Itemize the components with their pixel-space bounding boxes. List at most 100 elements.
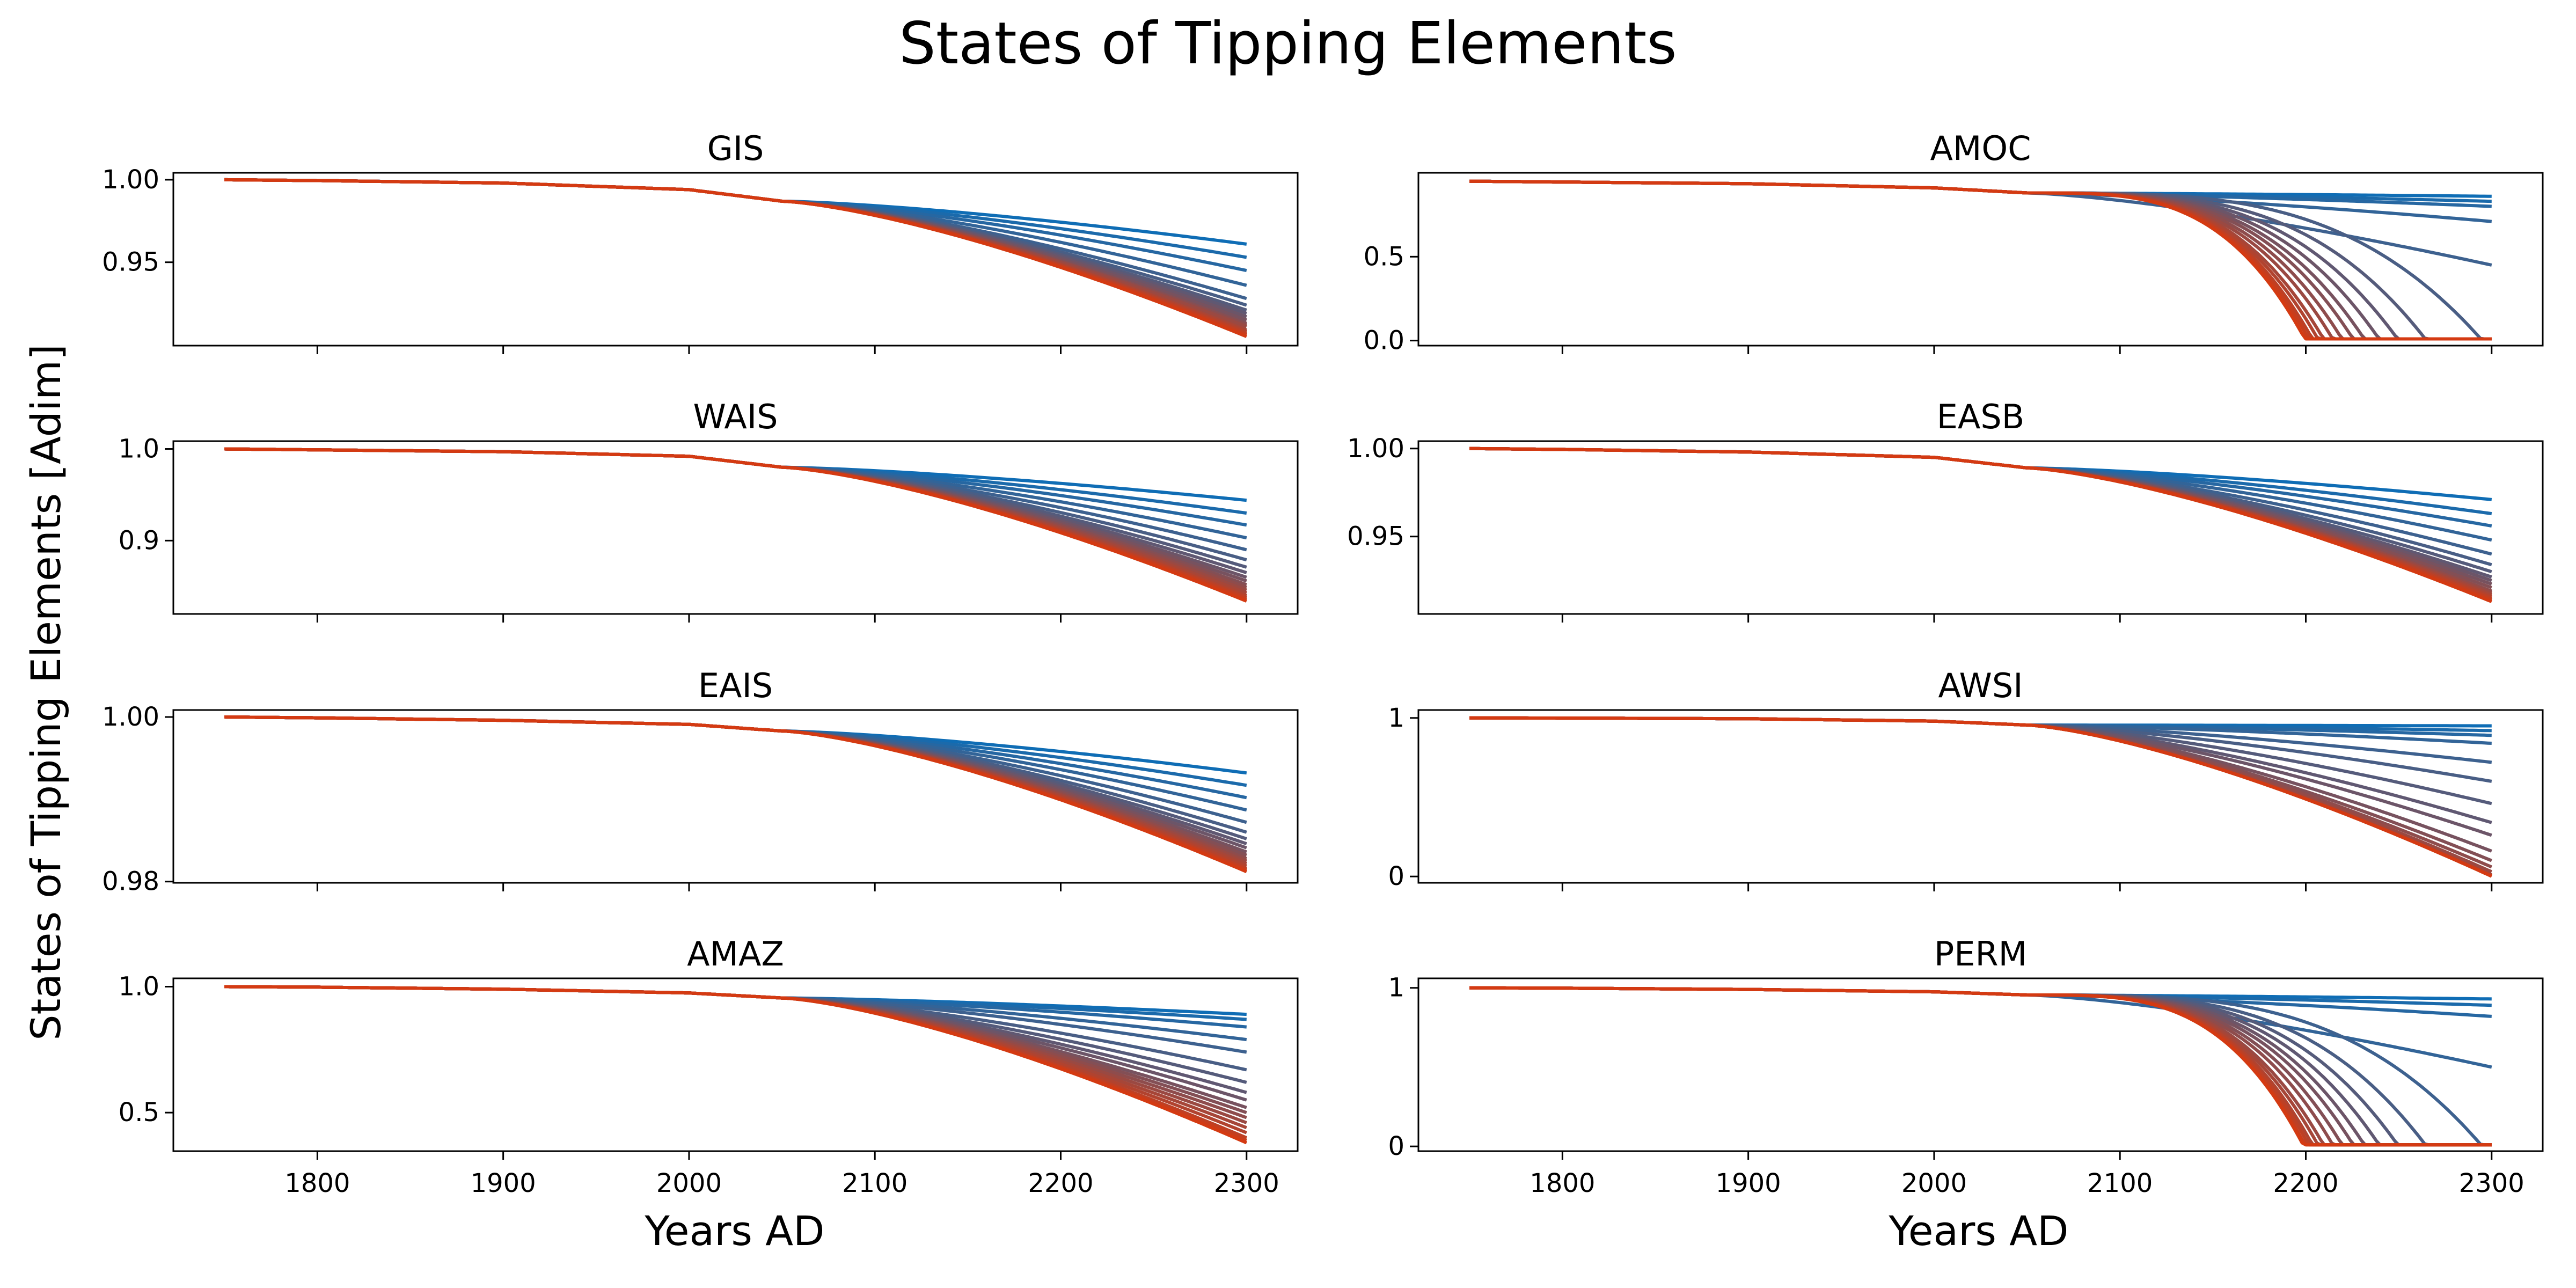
axes-frame <box>172 172 1299 347</box>
panel-eais: EAIS 1.00 0.98 <box>102 666 1299 897</box>
series-line-11 <box>224 447 1247 587</box>
series-line-11 <box>224 985 1247 1115</box>
series-line-18 <box>224 178 1247 338</box>
series-line-1 <box>1469 447 2492 501</box>
axes-frame <box>172 709 1299 884</box>
subplot-grid: GIS1.000.95AMOC0.50.0WAIS1.00.9EASB1.000… <box>102 129 2544 1198</box>
axes-frame <box>172 440 1299 615</box>
y-tick-label: 0.5 <box>119 1097 159 1128</box>
panel-wais: WAIS 1.0 0.9 <box>119 397 1299 623</box>
panel-title: GIS <box>707 129 764 168</box>
series-group <box>224 985 1247 1145</box>
series-line-11 <box>224 715 1247 857</box>
series-line-13 <box>224 178 1247 328</box>
series-line-11 <box>1469 179 2492 341</box>
series-line-18 <box>1469 447 2492 603</box>
series-line-8 <box>224 715 1247 846</box>
series-line-12 <box>1469 716 2492 869</box>
series-line-8 <box>1469 447 2492 579</box>
y-tick-label: 0.5 <box>1364 241 1404 272</box>
series-group <box>1469 986 2492 1147</box>
x-tick-label: 2000 <box>656 1168 722 1198</box>
panel-amaz: AMAZ 1.0 0.5 1800 1900 2000 2100 2200 2300 <box>119 934 1299 1198</box>
panel-title: AMOC <box>1930 129 2031 168</box>
y-tick-label: 1.00 <box>102 165 159 195</box>
series-group <box>224 178 1247 338</box>
series-group <box>224 715 1247 874</box>
series-line-8 <box>224 178 1247 315</box>
series-line-6 <box>224 178 1247 307</box>
axes-frame <box>1417 440 2544 615</box>
x-tick-label: 2100 <box>2087 1168 2153 1198</box>
series-group <box>224 447 1247 603</box>
panel-perm: PERM 1 0 1800 1900 2000 2100 2200 2300 <box>1388 934 2544 1198</box>
series-line-10 <box>1469 986 2492 1147</box>
series-line-2 <box>224 178 1247 259</box>
y-tick-label: 1 <box>1388 973 1404 1003</box>
x-tick-label: 2000 <box>1901 1168 1967 1198</box>
x-tick-label: 2100 <box>842 1168 908 1198</box>
y-tick-label: 1.0 <box>119 434 159 464</box>
series-line-9 <box>224 985 1247 1102</box>
y-tick-label: 0.95 <box>1347 522 1404 552</box>
y-tick-label: 0.98 <box>102 867 159 897</box>
series-line-12 <box>1469 447 2492 593</box>
x-tick-label: 2300 <box>1214 1168 1279 1198</box>
x-tick-label: 2200 <box>1028 1168 1093 1198</box>
series-line-2 <box>224 447 1247 515</box>
figure-y-axis-label: States of Tipping Elements [Adim] <box>22 344 70 1040</box>
panel-awsi: AWSI 1 0 <box>1388 666 2544 891</box>
panel-title: AWSI <box>1938 666 2023 705</box>
panel-title: WAIS <box>693 397 778 436</box>
series-group <box>1469 179 2492 341</box>
x-tick-label: 2200 <box>2273 1168 2338 1198</box>
series-line-8 <box>224 447 1247 574</box>
left-x-axis-label: Years AD <box>644 1207 824 1255</box>
y-tick-label: 0.9 <box>119 525 159 555</box>
series-group <box>1469 447 2492 603</box>
axes-frame <box>172 977 1299 1152</box>
series-line-18 <box>1469 986 2492 1147</box>
series-line-13 <box>1469 716 2492 874</box>
axes-frame <box>1417 977 2544 1152</box>
series-line-18 <box>224 985 1247 1145</box>
series-line-2 <box>1469 447 2492 516</box>
series-line-12 <box>224 178 1247 327</box>
x-tick-label: 2300 <box>2459 1168 2524 1198</box>
right-x-axis-label: Years AD <box>1888 1207 2068 1255</box>
series-group <box>1469 716 2493 878</box>
series-line-18 <box>1469 179 2492 341</box>
panel-easb: EASB 1.00 0.95 <box>1347 397 2544 623</box>
panel-gis: GIS 1.00 0.95 <box>102 129 1299 354</box>
series-line-1 <box>224 715 1247 775</box>
x-tick-label: 1900 <box>1716 1168 1781 1198</box>
y-tick-label: 0 <box>1388 861 1404 891</box>
series-line-15 <box>224 447 1247 597</box>
y-tick-label: 0.0 <box>1364 326 1404 356</box>
y-tick-label: 0 <box>1388 1131 1404 1161</box>
y-tick-label: 0.95 <box>102 247 159 277</box>
series-line-12 <box>224 447 1247 589</box>
x-tick-label: 1800 <box>284 1168 350 1198</box>
panel-title: EAIS <box>698 666 773 705</box>
series-line-10 <box>1469 716 2492 853</box>
series-line-11 <box>224 178 1247 325</box>
series-line-18 <box>224 715 1247 874</box>
y-tick-label: 1.00 <box>102 702 159 732</box>
series-line-7 <box>224 178 1247 312</box>
panel-title: PERM <box>1934 934 2027 974</box>
series-line-18 <box>224 447 1247 603</box>
axes-frame <box>1417 172 2544 347</box>
x-tick-label: 1800 <box>1529 1168 1595 1198</box>
series-line-6 <box>1469 447 2492 567</box>
series-line-18 <box>1469 716 2493 878</box>
x-tick-label: 1900 <box>471 1168 536 1198</box>
panel-title: EASB <box>1937 397 2024 436</box>
y-tick-label: 1 <box>1388 703 1404 733</box>
series-line-13 <box>1469 447 2492 595</box>
panel-amoc: AMOC 0.5 0.0 <box>1364 129 2544 356</box>
series-line-7 <box>224 715 1247 840</box>
y-tick-label: 1.0 <box>119 971 159 1001</box>
figure-title: States of Tipping Elements <box>899 10 1677 77</box>
